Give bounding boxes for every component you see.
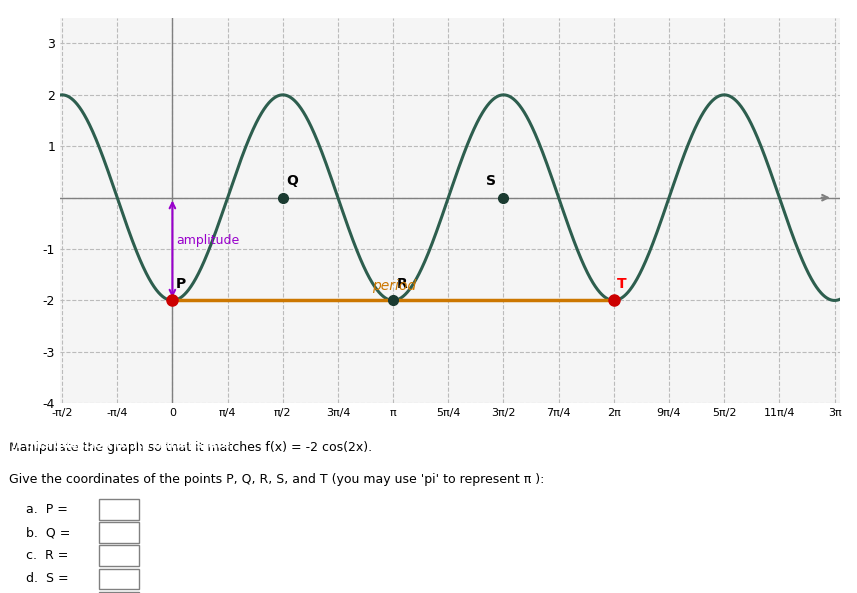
Text: amplitude: amplitude (176, 234, 239, 247)
Text: period: period (372, 279, 417, 293)
Text: S: S (486, 174, 496, 188)
Text: Return this question to its initial state: Return this question to its initial stat… (0, 438, 231, 451)
Text: a.  P =: a. P = (26, 503, 68, 516)
Text: Give the coordinates of the points P, Q, R, S, and T (you may use 'pi' to repres: Give the coordinates of the points P, Q,… (9, 473, 544, 486)
Text: Q: Q (286, 174, 298, 188)
Text: T: T (617, 276, 627, 291)
Text: b.  Q =: b. Q = (26, 526, 70, 539)
Text: P: P (176, 276, 186, 291)
Text: c.  R =: c. R = (26, 549, 68, 562)
Text: Manipulate the graph so that it matches f(x) = -2 cos(2x).: Manipulate the graph so that it matches … (9, 441, 372, 454)
Text: R: R (397, 276, 407, 291)
Text: d.  S =: d. S = (26, 572, 69, 585)
